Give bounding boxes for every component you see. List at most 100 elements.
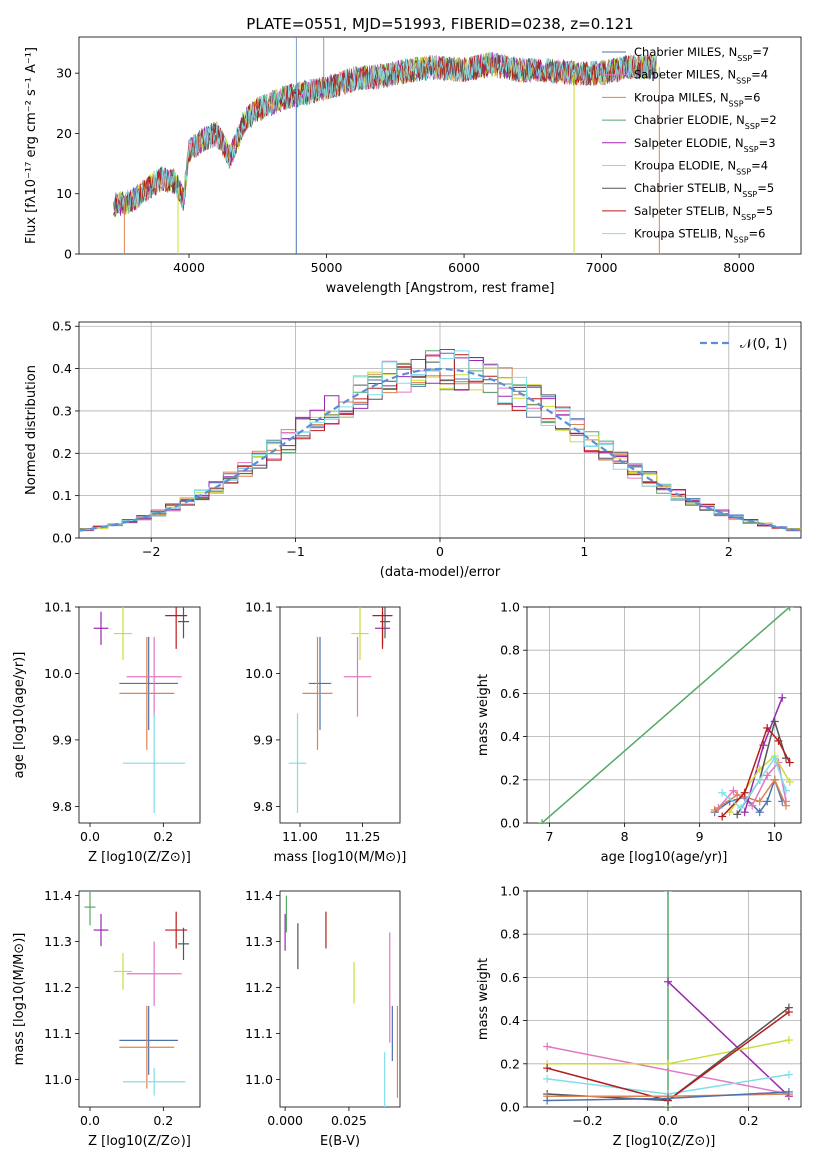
y-tick-label: 11.1 bbox=[245, 1026, 273, 1041]
mass-weight-marker bbox=[778, 693, 787, 702]
mass-weight-marker bbox=[718, 812, 727, 821]
mass-weight-marker bbox=[774, 736, 783, 745]
x-tick-label: 8000 bbox=[723, 260, 755, 275]
mass-weight-marker bbox=[664, 977, 673, 986]
x-axis-label: (data-model)/error bbox=[380, 565, 501, 580]
legend-entry: Chabrier ELODIE, NSSP=2 bbox=[634, 113, 777, 131]
mass-weight-marker bbox=[543, 1064, 552, 1073]
x-tick-label: 0.2 bbox=[739, 1113, 759, 1128]
mass-weight-marker bbox=[763, 723, 772, 732]
mass-weight-marker bbox=[784, 1036, 793, 1045]
mass-weight-marker bbox=[733, 810, 742, 819]
x-axis-label: wavelength [Angstrom, rest frame] bbox=[326, 281, 555, 296]
x-tick-label: 0.000 bbox=[267, 1113, 303, 1128]
axes-frame bbox=[78, 321, 802, 539]
y-tick-label: 10.0 bbox=[245, 666, 273, 681]
y-tick-label: 0.4 bbox=[52, 361, 72, 376]
errorbar-point bbox=[288, 713, 307, 814]
errorbar-point bbox=[113, 953, 133, 990]
y-tick-label: 11.2 bbox=[44, 980, 72, 995]
y-axis-label: mass weight bbox=[476, 958, 491, 1040]
y-tick-label: 0.2 bbox=[500, 772, 520, 787]
y-tick-label: 0.1 bbox=[52, 488, 72, 503]
y-tick-label: 0.6 bbox=[500, 970, 520, 985]
errorbar-point bbox=[178, 607, 189, 639]
mass-weight-marker bbox=[664, 1059, 673, 1068]
histogram-series bbox=[79, 350, 801, 531]
x-axis-label: Z [log10(Z/Z⊙)] bbox=[88, 850, 191, 865]
errorbar-point bbox=[113, 607, 133, 661]
legend-entry: Chabrier MILES, NSSP=7 bbox=[634, 45, 769, 63]
mass-weight-marker bbox=[543, 1042, 552, 1051]
mass-vs-EBV-panel: 0.000 0.025 11.0 11.1 11.2 11.3 11.4 E(B-V) bbox=[245, 888, 401, 1149]
x-tick-label: 11.25 bbox=[345, 829, 381, 844]
x-tick-label: 1 bbox=[580, 544, 588, 559]
legend-entry: Chabrier STELIB, NSSP=5 bbox=[634, 181, 774, 199]
y-tick-label: 0.3 bbox=[52, 403, 72, 418]
y-tick-label: 0.4 bbox=[500, 729, 520, 744]
x-tick-label: 0 bbox=[436, 544, 444, 559]
y-tick-label: 11.3 bbox=[44, 934, 72, 949]
mass-weight-marker bbox=[664, 891, 673, 895]
mass-weight-marker bbox=[781, 801, 790, 810]
y-tick-label: 30 bbox=[56, 66, 72, 81]
x-tick-label: −1 bbox=[286, 544, 304, 559]
axes-frame bbox=[526, 606, 802, 824]
y-tick-label: 11.4 bbox=[44, 888, 72, 903]
y-tick-label: 11.1 bbox=[44, 1026, 72, 1041]
mass-weight-marker bbox=[543, 1096, 552, 1105]
mass-weight-marker bbox=[733, 790, 742, 799]
y-tick-label: 11.2 bbox=[245, 980, 273, 995]
errorbar-point bbox=[85, 507, 96, 587]
mass-weight-marker bbox=[729, 786, 738, 795]
legend-entry: Salpeter STELIB, NSSP=5 bbox=[634, 204, 773, 222]
errorbar-point bbox=[302, 636, 333, 750]
y-tick-label: 11.4 bbox=[245, 888, 273, 903]
y-axis-label: age [log10(age/yr)] bbox=[12, 652, 27, 779]
mass-weight-marker bbox=[736, 803, 745, 812]
mass-weight-marker bbox=[781, 786, 790, 795]
x-tick-label: 7 bbox=[546, 829, 554, 844]
y-axis-label: mass [log10(M/M⊙)] bbox=[12, 933, 27, 1066]
errorbar-point bbox=[84, 891, 96, 926]
mass-weight-marker bbox=[784, 1087, 793, 1096]
mass-weight-marker bbox=[785, 758, 794, 767]
errorbar-point bbox=[126, 636, 182, 717]
y-tick-label: 0.0 bbox=[500, 1100, 520, 1115]
mass-weight-marker bbox=[538, 819, 547, 823]
normal-reference-curve bbox=[78, 367, 802, 532]
axes-frame bbox=[526, 890, 802, 1108]
errorbar-point bbox=[123, 713, 186, 814]
y-tick-label: 0.2 bbox=[500, 1056, 520, 1071]
x-tick-label: 8 bbox=[621, 829, 629, 844]
errorbar-point bbox=[343, 636, 372, 717]
mass-weight-marker bbox=[763, 771, 772, 780]
mass-weight-line bbox=[541, 607, 791, 823]
x-tick-label: 0.0 bbox=[80, 829, 100, 844]
y-axis-label: Normed distribution bbox=[24, 365, 39, 495]
x-tick-label: 9 bbox=[696, 829, 704, 844]
axes-frame bbox=[279, 606, 401, 824]
legend-entry: Salpeter MILES, NSSP=4 bbox=[634, 68, 768, 86]
y-tick-label: 0.8 bbox=[500, 643, 520, 658]
age-vs-Z-panel: 0.0 0.2 9.8 9.9 10.0 10.1 Z [log10(Z/Z⊙)] age [… bbox=[12, 507, 201, 865]
y-tick-label: 11.0 bbox=[44, 1072, 72, 1087]
errorbar-point bbox=[93, 913, 109, 947]
mass-vs-Z-panel: 0.0 0.2 11.0 11.1 11.2 11.3 11.4 Z [log10(Z/Z⊙)… bbox=[12, 888, 201, 1149]
x-tick-label: 7000 bbox=[586, 260, 618, 275]
mass-weight-marker bbox=[770, 754, 779, 763]
y-tick-label: 11.3 bbox=[245, 934, 273, 949]
mass-weight-marker bbox=[784, 1070, 793, 1079]
errorbar-point bbox=[93, 611, 109, 645]
axes-frame bbox=[78, 606, 201, 824]
x-tick-label: 2 bbox=[725, 544, 733, 559]
mass-weight-marker bbox=[710, 806, 719, 815]
errorbar-point bbox=[380, 607, 390, 639]
mass-weight-marker bbox=[740, 788, 749, 797]
mass-weight-marker bbox=[664, 1094, 673, 1103]
mass-weight-vs-Z-panel: −0.2 0.0 0.2 0.0 0.2 0.4 0.6 0.8 1.0 Z [log10(Z/Z… bbox=[476, 884, 802, 1149]
mass-weight-marker bbox=[785, 607, 794, 611]
mass-weight-marker bbox=[755, 808, 764, 817]
y-tick-label: 0.2 bbox=[52, 446, 72, 461]
mass-weight-marker bbox=[763, 797, 772, 806]
